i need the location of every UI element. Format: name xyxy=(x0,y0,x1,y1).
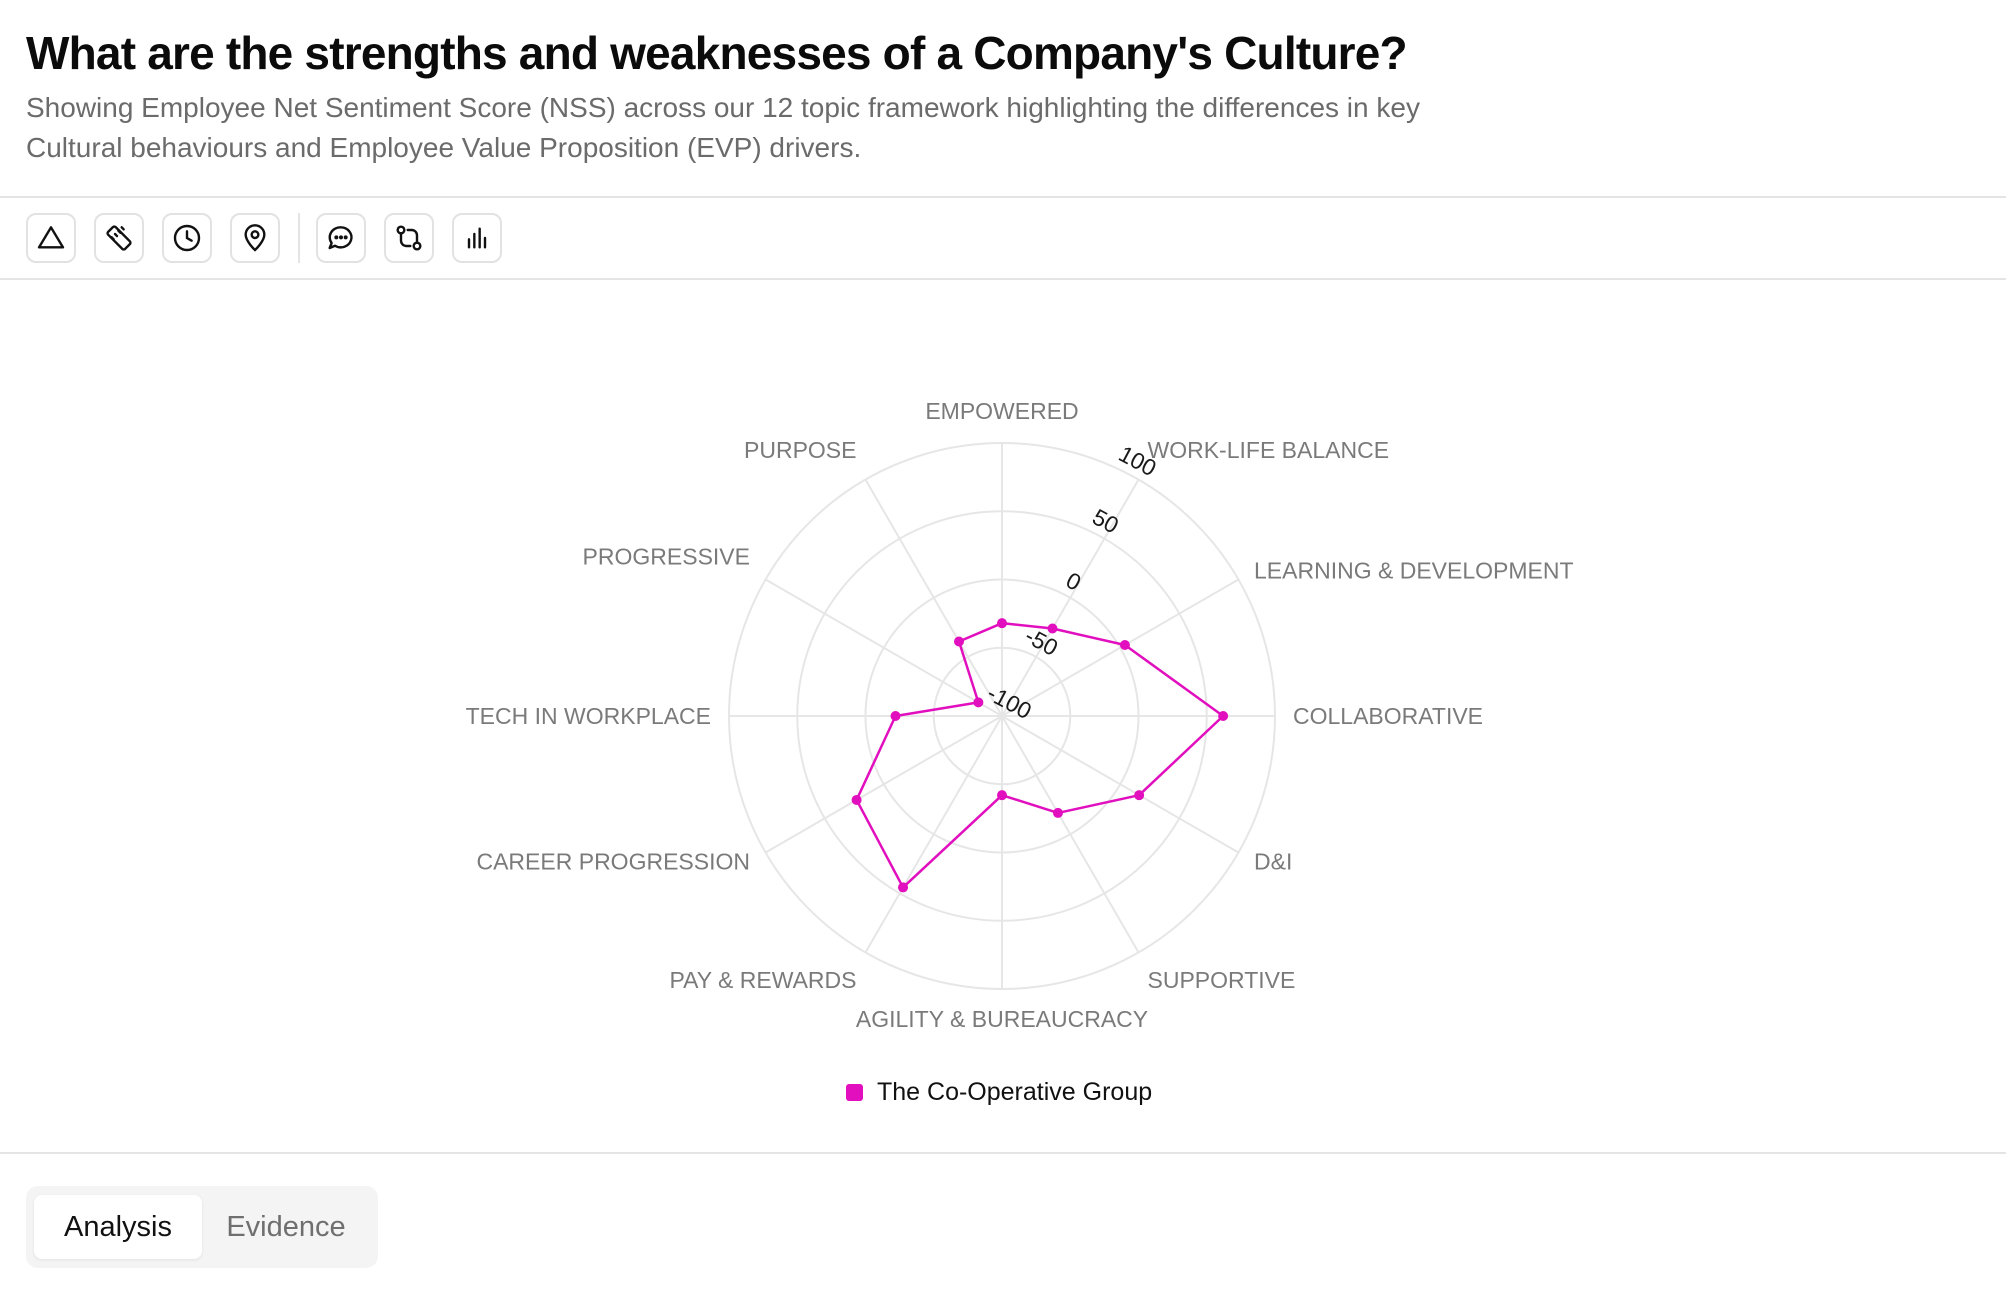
legend[interactable]: The Co-Operative Group xyxy=(846,1078,1152,1107)
axis-label: EMPOWERED xyxy=(925,398,1078,424)
ruler-icon xyxy=(106,225,132,251)
axis-label: LEARNING & DEVELOPMENT xyxy=(1254,558,1574,584)
page-subtitle: Showing Employee Net Sentiment Score (NS… xyxy=(26,92,1420,163)
compare-button[interactable] xyxy=(384,213,434,263)
grid-spoke xyxy=(1001,715,1239,854)
data-point xyxy=(1134,790,1145,801)
axis-label: D&I xyxy=(1254,849,1292,875)
toolbar-separator xyxy=(298,213,300,263)
triangle-button[interactable] xyxy=(26,213,76,263)
comment-button[interactable] xyxy=(316,213,366,263)
grid-spoke xyxy=(864,479,1003,717)
data-point xyxy=(954,636,965,647)
axis-label: WORK-LIFE BALANCE xyxy=(1148,437,1390,463)
header: What are the strengths and weaknesses of… xyxy=(26,24,1526,168)
radar-chart: EMPOWERED WORK-LIFE BALANCE LEARNING & DEV… xyxy=(466,398,1574,1032)
toolbar xyxy=(26,212,520,264)
tab-bar: Analysis Evidence xyxy=(26,1186,378,1268)
tab-evidence[interactable]: Evidence xyxy=(226,1210,346,1243)
legend-swatch xyxy=(846,1084,863,1101)
divider xyxy=(0,1152,2006,1154)
data-point xyxy=(973,697,984,708)
data-point xyxy=(898,882,909,893)
data-point xyxy=(1047,623,1058,634)
clock-button[interactable] xyxy=(162,213,212,263)
clock-icon xyxy=(173,224,201,252)
axis-label: PURPOSE xyxy=(744,437,856,463)
data-point xyxy=(890,711,901,721)
axis-label: COLLABORATIVE xyxy=(1293,703,1483,729)
grid-spoke xyxy=(1001,715,1140,953)
tab-analysis[interactable]: Analysis xyxy=(34,1195,202,1259)
divider xyxy=(0,278,2006,280)
grid-spoke xyxy=(765,578,1003,717)
grid-spoke xyxy=(765,715,1003,854)
data-point xyxy=(997,790,1007,801)
data-point xyxy=(997,618,1007,629)
page-title: What are the strengths and weaknesses of… xyxy=(26,27,1408,79)
tick-label: -100 xyxy=(983,680,1036,725)
legend-label: The Co-Operative Group xyxy=(877,1078,1153,1106)
map-pin-icon xyxy=(244,224,266,252)
ruler-button[interactable] xyxy=(94,213,144,263)
git-compare-icon xyxy=(396,225,422,251)
chart-button[interactable] xyxy=(452,213,502,263)
data-point xyxy=(851,794,862,805)
divider xyxy=(0,196,2006,198)
axis-label: PAY & REWARDS xyxy=(669,967,856,993)
message-icon xyxy=(328,226,353,250)
data-point xyxy=(1218,711,1229,721)
map-pin-button[interactable] xyxy=(230,213,280,263)
triangle-icon xyxy=(37,226,65,249)
axis-label: TECH IN WORKPLACE xyxy=(466,703,711,729)
axis-label: PROGRESSIVE xyxy=(583,544,750,570)
grid-spoke xyxy=(1001,578,1239,717)
data-point xyxy=(1119,640,1130,651)
bar-chart-icon xyxy=(467,227,487,249)
grid-spoke xyxy=(864,715,1003,953)
tick-label: 0 xyxy=(1062,567,1086,596)
data-point xyxy=(1052,807,1063,818)
grid-spoke xyxy=(1001,479,1140,717)
axis-label: CAREER PROGRESSION xyxy=(476,849,750,875)
axis-label: AGILITY & BUREAUCRACY xyxy=(856,1006,1148,1032)
axis-label: SUPPORTIVE xyxy=(1148,967,1296,993)
